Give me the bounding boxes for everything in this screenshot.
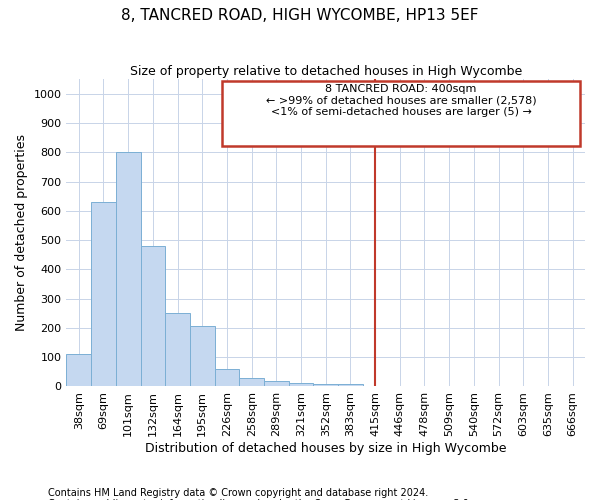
Text: <1% of semi-detached houses are larger (5) →: <1% of semi-detached houses are larger (… <box>271 107 532 117</box>
Bar <box>313 384 338 386</box>
Bar <box>190 326 215 386</box>
Text: ← >99% of detached houses are smaller (2,578): ← >99% of detached houses are smaller (2… <box>266 96 536 106</box>
Bar <box>91 202 116 386</box>
Bar <box>338 384 363 386</box>
Text: Contains public sector information licensed under the Open Government Licence v3: Contains public sector information licen… <box>48 499 472 500</box>
Y-axis label: Number of detached properties: Number of detached properties <box>15 134 28 332</box>
Bar <box>165 314 190 386</box>
Bar <box>239 378 264 386</box>
X-axis label: Distribution of detached houses by size in High Wycombe: Distribution of detached houses by size … <box>145 442 506 455</box>
Bar <box>264 381 289 386</box>
Bar <box>222 80 580 146</box>
Bar <box>116 152 140 386</box>
Bar <box>140 246 165 386</box>
Text: 8 TANCRED ROAD: 400sqm: 8 TANCRED ROAD: 400sqm <box>325 84 477 94</box>
Bar <box>289 382 313 386</box>
Bar <box>215 369 239 386</box>
Title: Size of property relative to detached houses in High Wycombe: Size of property relative to detached ho… <box>130 65 522 78</box>
Bar <box>67 354 91 386</box>
Text: 8, TANCRED ROAD, HIGH WYCOMBE, HP13 5EF: 8, TANCRED ROAD, HIGH WYCOMBE, HP13 5EF <box>121 8 479 22</box>
Text: Contains HM Land Registry data © Crown copyright and database right 2024.: Contains HM Land Registry data © Crown c… <box>48 488 428 498</box>
